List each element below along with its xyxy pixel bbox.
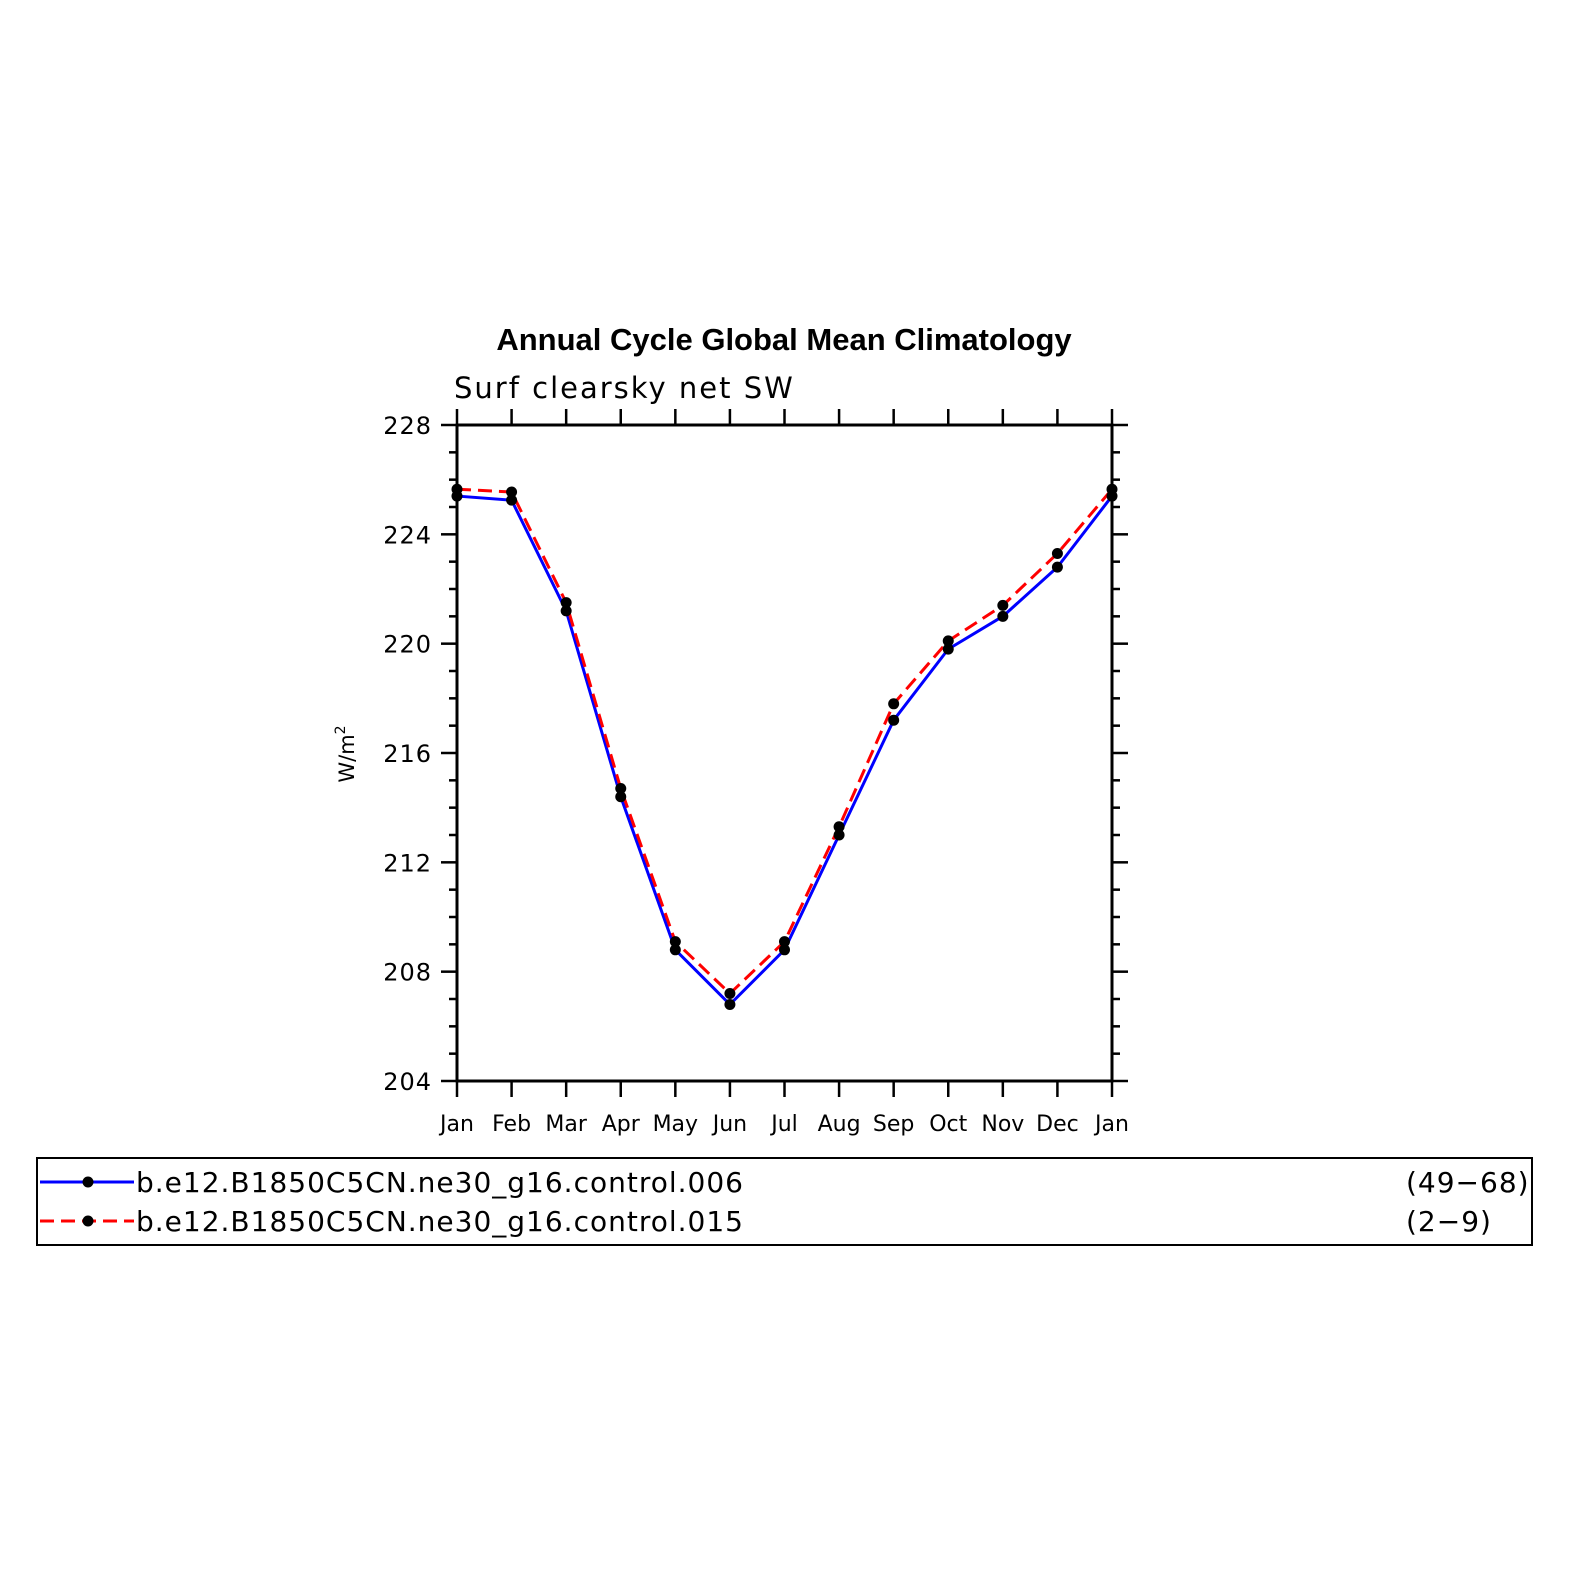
x-tick-label: Nov [981,1112,1024,1137]
series-2-point [888,698,900,710]
series-1-point [560,605,572,617]
series-1-point [724,998,736,1010]
series-2-point [833,821,845,833]
x-tick-label: Jul [769,1112,798,1137]
series-1-point [615,791,627,803]
x-tick-label: May [653,1112,698,1137]
series-1-point [779,944,790,956]
y-tick-label: 224 [383,521,432,549]
plot-area: 204 208 212 216 220 224 228 Jan Feb Mar Apr May Jun J… [383,409,1129,1137]
series-2-point [779,936,790,948]
series-1-point [888,714,900,726]
series-1-point [997,610,1009,622]
series-1-point [1051,561,1063,573]
plot-frame [455,423,1114,1083]
series-1-point [833,829,845,841]
y-tick-label: 216 [383,740,432,768]
series-2-point [560,597,572,609]
x-tick-label: Apr [602,1112,641,1137]
x-tick-label: Mar [545,1112,587,1137]
series-2-point [724,988,736,1000]
series-1-point [506,494,518,506]
x-tick-label: Aug [818,1112,861,1137]
y-tick-label: 220 [383,631,432,659]
series-line-2 [456,487,1114,996]
x-tick-label: Jan [438,1112,474,1137]
legend-label-2: b.e12.B1850C5CN.ne30_g16.control.015 [136,1205,744,1238]
y-tick-label: 208 [383,959,432,987]
legend-box [36,1157,1533,1246]
x-tick-label: Oct [929,1112,967,1137]
series-line-1 [456,494,1114,1006]
legend-years-2: (2−9) [1406,1205,1492,1238]
series-2-point [1106,483,1118,495]
series-2-point [615,783,627,795]
x-tick-label: Jun [711,1112,747,1137]
series-2-point [506,486,518,498]
series-2-point [669,936,681,948]
x-tick-label: Dec [1036,1112,1079,1137]
x-tick-label: Feb [492,1112,531,1137]
y-tick-label: 228 [383,412,432,440]
legend-marker-2 [82,1215,94,1227]
legend: b.e12.B1850C5CN.ne30_g16.control.006 (49−… [36,1157,1533,1246]
y-axis-label-text: W/m [335,734,359,782]
series-1-point [942,643,954,655]
y-tick-label: 204 [383,1068,432,1096]
chart-subtitle: Surf clearsky net SW [454,371,795,405]
series-2-point [1051,547,1063,559]
chart-title: Annual Cycle Global Mean Climatology [496,322,1072,357]
y-axis-label: W/m2 [333,725,359,782]
legend-marker-1 [82,1176,94,1188]
series-2-point [997,599,1009,611]
series-2-point [451,483,463,495]
x-tick-label: Sep [873,1112,914,1137]
y-tick-label: 212 [383,849,432,877]
series-2-point [942,635,954,647]
y-axis-label-superscript: 2 [333,725,349,734]
series-1-point [669,944,681,956]
x-tick-label: Jan [1093,1112,1129,1137]
legend-years-1: (49−68) [1406,1166,1530,1199]
legend-label-1: b.e12.B1850C5CN.ne30_g16.control.006 [136,1166,744,1199]
